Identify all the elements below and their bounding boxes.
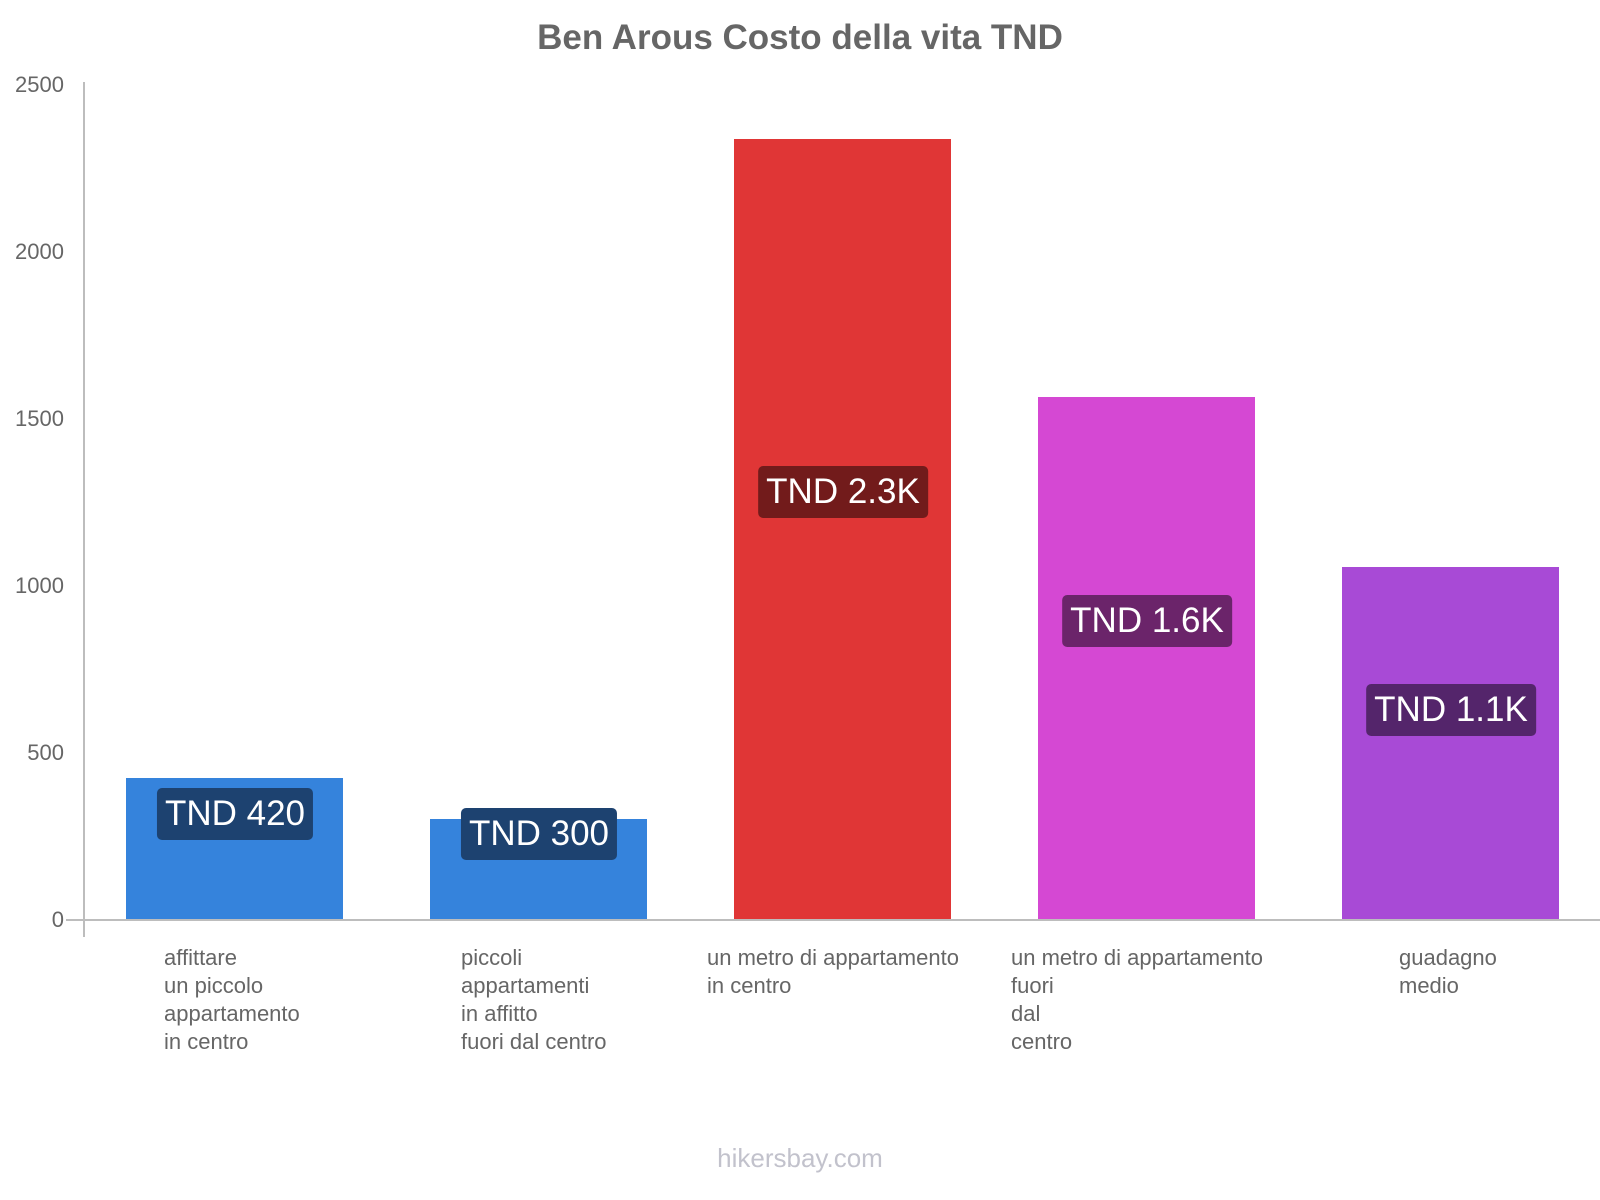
bar-value-label: TND 2.3K	[758, 466, 928, 518]
x-category-label: affittare un piccolo appartamento in cen…	[164, 945, 300, 1054]
bar	[1038, 396, 1255, 919]
watermark: hikersbay.com	[717, 1143, 883, 1173]
bar-value-label: TND 420	[156, 788, 314, 840]
x-category-label: un metro di appartamento in centro	[707, 945, 959, 998]
bar-value-label: TND 1.6K	[1062, 595, 1232, 647]
x-category-label: un metro di appartamento fuori dal centr…	[1011, 945, 1263, 1054]
y-tick-label: 0	[51, 907, 64, 932]
bar	[1342, 567, 1559, 919]
bar-value-label: TND 300	[460, 808, 618, 860]
x-axis-line	[66, 919, 1600, 921]
bar-value-label: TND 1.1K	[1366, 684, 1536, 736]
y-tick-label: 500	[27, 740, 64, 765]
x-category-label: guadagno medio	[1399, 945, 1497, 998]
y-tick-label: 2500	[15, 72, 64, 97]
x-category-label: piccoli appartamenti in affitto fuori da…	[461, 945, 607, 1054]
chart-title: Ben Arous Costo della vita TND	[537, 18, 1063, 57]
y-tick-label: 1000	[15, 573, 64, 598]
y-axis-line	[83, 82, 85, 937]
y-tick-label: 1500	[15, 406, 64, 431]
bar	[734, 138, 951, 919]
y-tick-label: 2000	[15, 239, 64, 264]
